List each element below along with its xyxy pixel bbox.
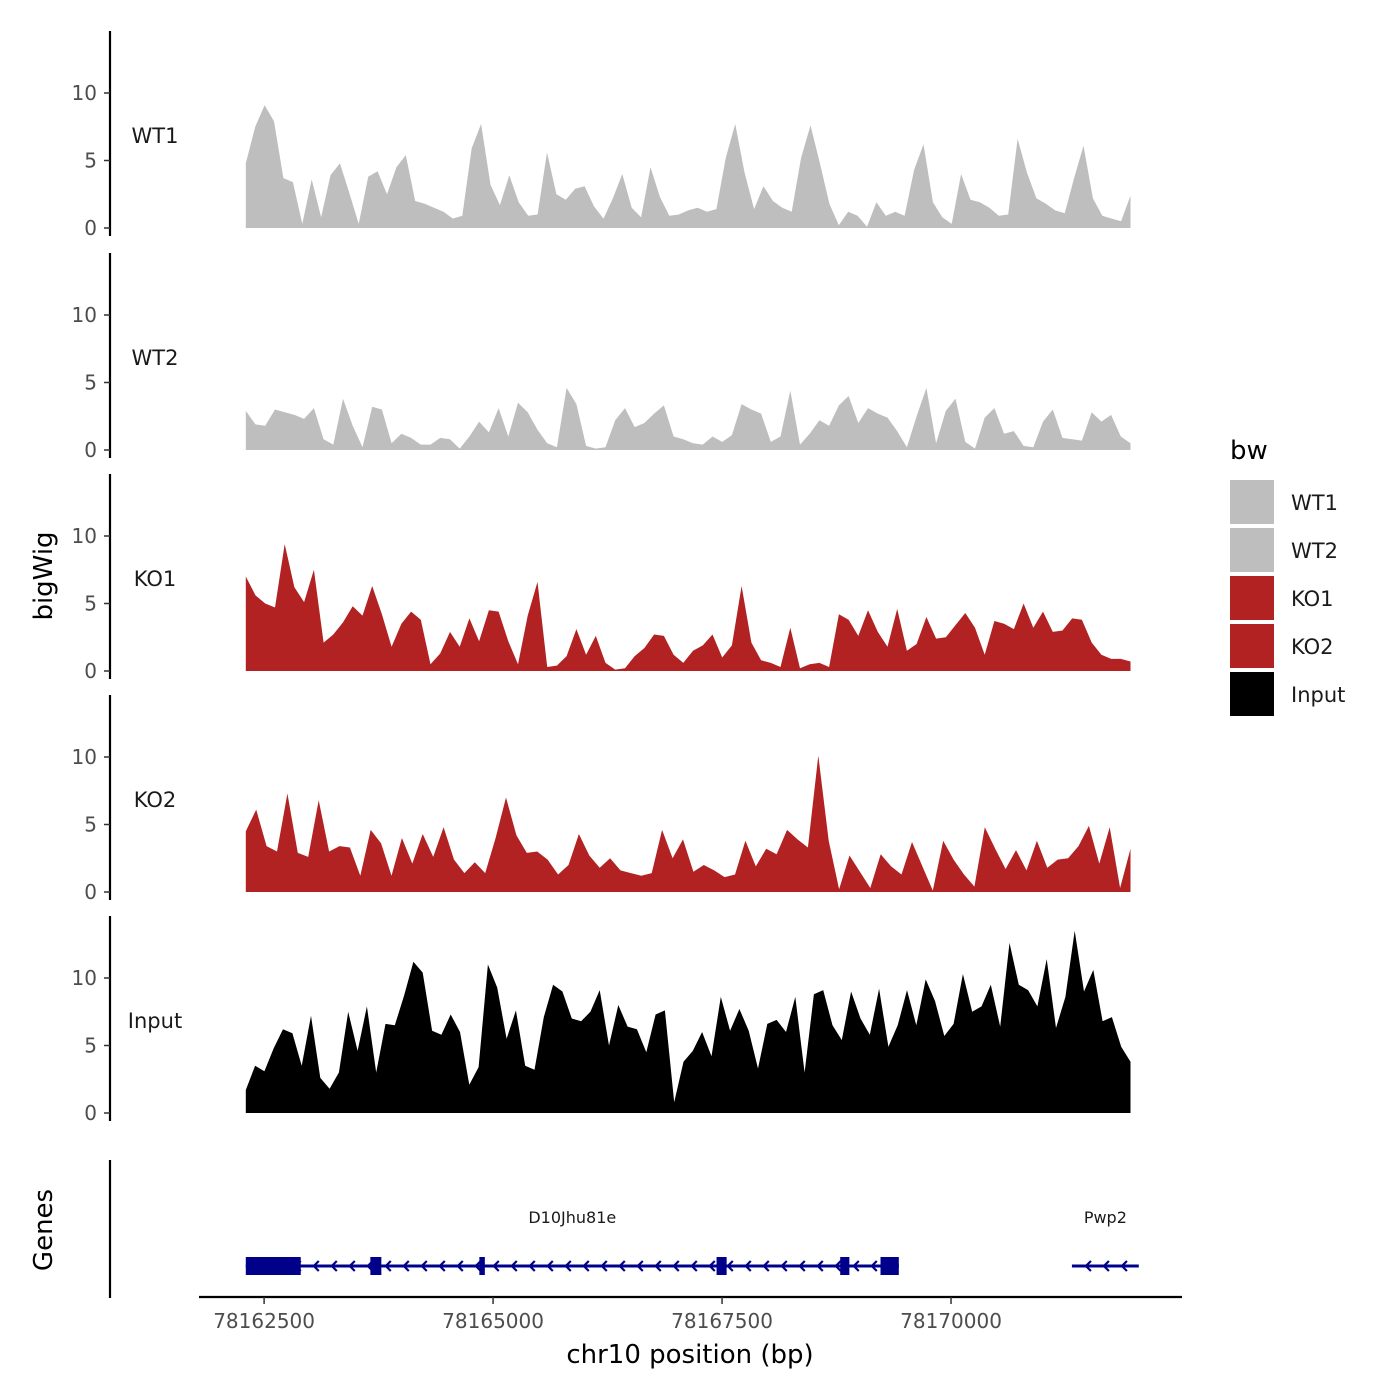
track-ko1: 0 5 10 KO1	[72, 474, 1131, 683]
y-axis-title: bigWig	[29, 531, 59, 620]
strand-arrow	[708, 1260, 716, 1272]
strand-arrow	[312, 1260, 320, 1272]
x-axis: 78162500 78165000 78167500 78170000	[199, 1295, 1182, 1333]
track-ko2: 0 5 10 KO2	[72, 695, 1131, 904]
strand-arrow	[420, 1260, 428, 1272]
strand-arrow	[528, 1260, 536, 1272]
genes-axis-title: Genes	[29, 1189, 59, 1271]
legend: bw WT1 WT2 KO1 KO2 Input	[1230, 436, 1345, 716]
x-tick-label: 78165000	[442, 1309, 544, 1333]
strand-arrow	[762, 1260, 770, 1272]
track-wt1: 0 5 10 WT1	[72, 31, 1131, 240]
area-wt1	[245, 105, 1131, 228]
area-ko1	[245, 544, 1131, 671]
y-tick-label: 10	[72, 745, 97, 769]
y-tick-label: 0	[84, 438, 97, 462]
y-tick-label: 5	[84, 813, 97, 837]
y-tick-label: 10	[72, 303, 97, 327]
strand-arrow	[1120, 1260, 1128, 1272]
legend-label: KO1	[1291, 587, 1334, 611]
track-label: Input	[128, 1009, 182, 1033]
track-label: KO2	[134, 788, 177, 812]
strand-arrow	[672, 1260, 680, 1272]
exon	[840, 1257, 850, 1275]
strand-arrow	[1102, 1260, 1110, 1272]
y-tick-label: 0	[84, 1101, 97, 1125]
x-tick-label: 78170000	[900, 1309, 1002, 1333]
legend-title: bw	[1230, 436, 1268, 466]
area-input	[245, 930, 1131, 1113]
legend-swatch-input	[1230, 672, 1274, 716]
strand-arrow	[492, 1260, 500, 1272]
strand-arrow	[726, 1260, 734, 1272]
strand-arrow	[852, 1260, 860, 1272]
exon	[716, 1257, 727, 1275]
legend-label: Input	[1291, 683, 1345, 707]
strand-arrow	[546, 1260, 554, 1272]
coverage-tracks: 0 5 10 WT1 0 5 10 WT2 0 5 10 KO1 0 5 10 KO2 0 5 10 Input	[72, 31, 1131, 1125]
x-axis-title: chr10 position (bp)	[566, 1340, 813, 1370]
y-tick-label: 0	[84, 880, 97, 904]
strand-arrow	[474, 1260, 482, 1272]
strand-arrow	[834, 1260, 842, 1272]
y-tick-label: 0	[84, 216, 97, 240]
y-tick-label: 5	[84, 371, 97, 395]
exon	[881, 1257, 899, 1275]
strand-arrow	[870, 1260, 878, 1272]
gene-label: Pwp2	[1084, 1208, 1127, 1227]
y-tick-label: 5	[84, 149, 97, 173]
strand-arrow	[744, 1260, 752, 1272]
y-tick-label: 10	[72, 81, 97, 105]
exon	[479, 1257, 485, 1275]
strand-arrow	[600, 1260, 608, 1272]
strand-arrow	[798, 1260, 806, 1272]
y-tick-label: 0	[84, 659, 97, 683]
strand-arrow	[564, 1260, 572, 1272]
strand-arrow	[330, 1260, 338, 1272]
strand-arrow	[780, 1260, 788, 1272]
y-tick-label: 5	[84, 1034, 97, 1058]
legend-swatch-ko1	[1230, 576, 1274, 620]
area-wt2	[245, 387, 1131, 450]
strand-arrow	[510, 1260, 518, 1272]
track-label: WT1	[132, 124, 179, 148]
legend-label: WT2	[1291, 539, 1338, 563]
strand-arrow	[438, 1260, 446, 1272]
exon	[370, 1257, 382, 1275]
track-input: 0 5 10 Input	[72, 916, 1131, 1125]
strand-arrow	[618, 1260, 626, 1272]
y-tick-label: 10	[72, 524, 97, 548]
track-wt2: 0 5 10 WT2	[72, 253, 1131, 462]
strand-arrow	[1084, 1260, 1092, 1272]
legend-swatch-ko2	[1230, 624, 1274, 668]
legend-label: KO2	[1291, 635, 1334, 659]
y-tick-label: 5	[84, 592, 97, 616]
track-label: WT2	[132, 346, 179, 370]
gene-pwp2: Pwp2	[1071, 1208, 1139, 1272]
gene-d10jhu81e: D10Jhu81e	[245, 1208, 899, 1275]
gene-panel: D10Jhu81e Pwp2	[108, 1160, 1139, 1298]
area-ko2	[245, 755, 1131, 892]
x-tick-label: 78167500	[671, 1309, 773, 1333]
strand-arrow	[654, 1260, 662, 1272]
exon	[245, 1257, 301, 1275]
strand-arrow	[690, 1260, 698, 1272]
x-tick-label: 78162500	[213, 1309, 315, 1333]
strand-arrow	[582, 1260, 590, 1272]
legend-label: WT1	[1291, 491, 1338, 515]
y-tick-label: 10	[72, 966, 97, 990]
gene-label: D10Jhu81e	[528, 1208, 616, 1227]
legend-swatch-wt1	[1230, 480, 1274, 524]
strand-arrow	[384, 1260, 392, 1272]
strand-arrow	[816, 1260, 824, 1272]
strand-arrow	[636, 1260, 644, 1272]
strand-arrow	[456, 1260, 464, 1272]
track-label: KO1	[134, 567, 177, 591]
legend-swatch-wt2	[1230, 528, 1274, 572]
strand-arrow	[402, 1260, 410, 1272]
strand-arrow	[348, 1260, 356, 1272]
